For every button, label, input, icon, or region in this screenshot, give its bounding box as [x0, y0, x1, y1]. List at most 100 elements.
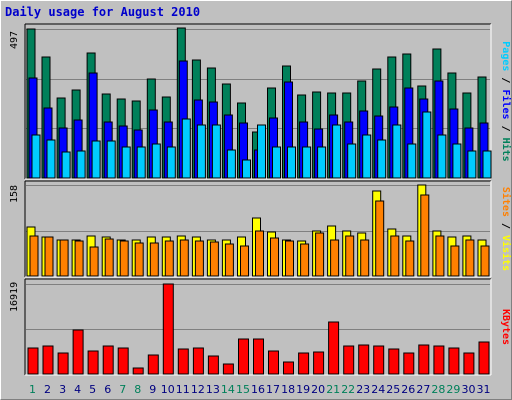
- bar-kbytes-day-3: [57, 352, 69, 375]
- bar-sites-day-26: [405, 240, 415, 277]
- bar-kbytes-day-28: [433, 345, 445, 375]
- bar-sites-day-28: [435, 235, 445, 277]
- bar-sites-day-20: [315, 232, 325, 277]
- bar-kbytes-day-29: [448, 347, 460, 375]
- bar-sites-day-17: [270, 237, 279, 277]
- legend-part: /: [500, 217, 511, 235]
- bar-pages-day-20: [317, 146, 327, 179]
- bar-pages-day-19: [302, 146, 312, 179]
- bar-kbytes-day-23: [358, 344, 370, 375]
- x-tick-label-day-20: 20: [311, 383, 325, 396]
- bar-kbytes-day-13: [207, 355, 219, 375]
- legend-part: Sites: [500, 187, 512, 217]
- bar-kbytes-day-24: [373, 345, 385, 375]
- bar-kbytes-day-11: [177, 348, 189, 375]
- bar-sites-day-1: [29, 235, 39, 277]
- bar-sites-day-27: [420, 194, 430, 277]
- bar-pages-day-24: [377, 139, 387, 179]
- x-tick-label-day-17: 17: [266, 383, 280, 396]
- x-tick-label-day-7: 7: [119, 383, 126, 396]
- y-max-label: 497: [9, 31, 20, 49]
- bar-sites-day-15: [240, 245, 249, 277]
- x-tick-label-day-3: 3: [59, 383, 66, 396]
- bar-pages-day-3: [61, 151, 71, 179]
- bar-pages-day-12: [196, 124, 206, 179]
- x-tick-label-day-25: 25: [386, 383, 400, 396]
- legend-part: KBytes: [500, 309, 511, 345]
- bar-sites-day-10: [164, 240, 174, 277]
- bar-kbytes-day-2: [42, 345, 54, 375]
- bar-kbytes-day-12: [192, 347, 204, 375]
- chart-panel-1: 497 Pages / Files / Hits: [9, 23, 512, 180]
- bar-pages-day-10: [166, 146, 176, 179]
- x-tick-label-day-8: 8: [134, 383, 141, 396]
- chart-title: Daily usage for August 2010: [5, 5, 201, 19]
- bar-sites-day-8: [134, 242, 144, 277]
- bar-sites-day-24: [375, 200, 385, 277]
- bar-pages-day-17: [272, 146, 281, 179]
- x-tick-label-day-22: 22: [341, 383, 355, 396]
- bar-pages-day-18: [287, 146, 296, 179]
- bar-sites-day-11: [179, 239, 189, 277]
- bar-sites-day-19: [300, 243, 310, 277]
- x-tick-label-day-31: 31: [477, 383, 491, 396]
- bar-pages-day-4: [76, 150, 86, 179]
- bar-pages-day-9: [151, 143, 161, 179]
- bar-kbytes-day-16: [253, 338, 264, 375]
- bar-sites-day-25: [390, 235, 400, 277]
- x-tick-label-day-23: 23: [356, 383, 370, 396]
- bar-pages-day-31: [482, 150, 492, 179]
- bar-kbytes-day-4: [72, 329, 84, 375]
- bar-kbytes-day-19: [298, 352, 310, 375]
- bar-kbytes-day-10: [162, 283, 174, 375]
- bar-kbytes-day-30: [463, 352, 475, 375]
- bar-pages-day-7: [121, 146, 131, 179]
- bar-kbytes-day-17: [268, 350, 279, 375]
- bar-kbytes-day-9: [147, 354, 159, 375]
- series-legend-label: Sites / Visits: [500, 187, 512, 271]
- bar-sites-day-3: [59, 239, 69, 277]
- legend-part: Visits: [500, 235, 512, 271]
- bar-pages-day-27: [422, 111, 432, 179]
- x-tick-label-day-13: 13: [206, 383, 220, 396]
- bar-pages-day-13: [211, 124, 221, 179]
- bar-pages-day-2: [46, 139, 56, 179]
- bar-pages-day-5: [91, 140, 101, 179]
- bar-sites-day-7: [119, 240, 129, 277]
- x-tick-label-day-18: 18: [281, 383, 295, 396]
- x-tick-label-day-29: 29: [446, 383, 460, 396]
- bar-sites-day-31: [480, 245, 490, 277]
- x-tick-label-day-28: 28: [431, 383, 445, 396]
- x-tick-label-day-21: 21: [326, 383, 340, 396]
- x-tick-label-day-6: 6: [104, 383, 111, 396]
- x-tick-label-day-27: 27: [416, 383, 430, 396]
- bar-pages-day-30: [467, 150, 477, 179]
- bar-kbytes-day-14: [222, 363, 234, 375]
- bar-pages-day-14: [226, 149, 236, 179]
- y-max-label: 16919: [9, 282, 20, 312]
- x-tick-label-day-9: 9: [149, 383, 156, 396]
- x-tick-label-day-19: 19: [296, 383, 310, 396]
- legend-part: Pages: [500, 41, 511, 71]
- bar-kbytes-day-22: [343, 345, 355, 375]
- bar-kbytes-day-6: [102, 345, 114, 375]
- bar-kbytes-day-20: [313, 351, 325, 375]
- bar-pages-day-1: [31, 134, 41, 179]
- bar-kbytes-day-25: [388, 348, 400, 375]
- bar-pages-day-15: [242, 159, 251, 179]
- bar-pages-day-6: [106, 140, 116, 179]
- x-tick-label-day-5: 5: [89, 383, 96, 396]
- bar-kbytes-day-5: [87, 350, 99, 375]
- bar-pages-day-21: [332, 124, 342, 179]
- bar-sites-day-18: [285, 240, 294, 277]
- bar-kbytes-day-27: [418, 344, 430, 375]
- x-tick-label-day-2: 2: [44, 383, 51, 396]
- x-tick-label-day-4: 4: [74, 383, 81, 396]
- legend-part: Hits: [500, 138, 512, 162]
- bar-sites-day-5: [89, 246, 99, 277]
- bar-pages-day-29: [452, 143, 462, 179]
- y-max-label: 158: [9, 185, 20, 203]
- x-tick-label-day-16: 16: [251, 383, 265, 396]
